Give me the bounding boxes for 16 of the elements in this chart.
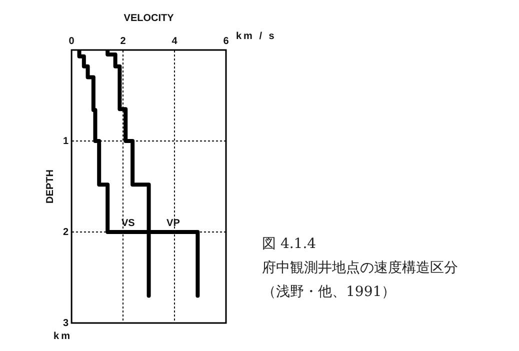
text: km: [54, 331, 72, 342]
y-tick-label: 2: [63, 226, 69, 238]
y-axis-title: DEPTH: [44, 170, 56, 204]
text: （浅野・他、1991）: [262, 283, 397, 302]
y-tick-label: 3: [63, 318, 69, 329]
y-tick-label: 1: [63, 136, 69, 147]
text: 府中観測井地点の速度構造区分: [262, 259, 458, 278]
text: km / s: [236, 31, 276, 42]
series-label: VP: [166, 218, 180, 229]
x-axis-title: VELOCITY: [124, 12, 174, 24]
series-label: VS: [122, 218, 136, 229]
x-tick-label: 6: [223, 36, 230, 47]
x-tick-label: 4: [172, 36, 178, 47]
x-tick-label: 2: [120, 36, 126, 47]
caption: 図 4.1.4: [262, 235, 318, 254]
x-tick-label: 0: [68, 36, 75, 47]
